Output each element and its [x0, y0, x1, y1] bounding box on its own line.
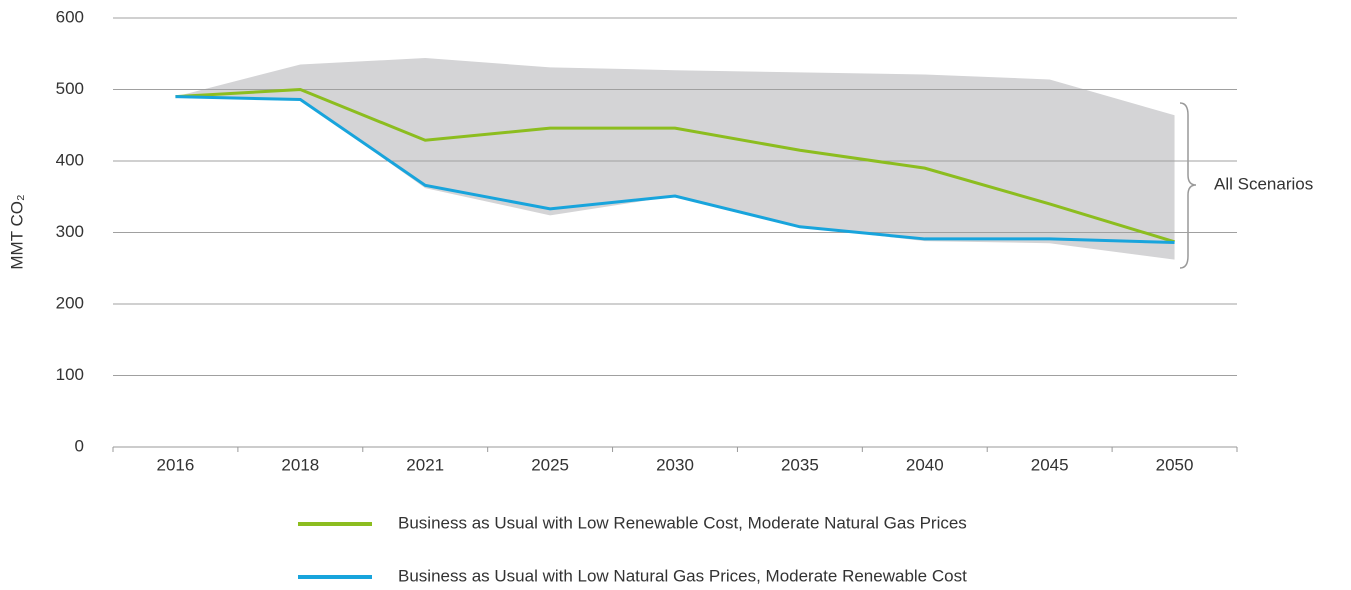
x-tick-label: 2030: [656, 455, 694, 474]
y-tick-label: 100: [56, 365, 84, 384]
x-tick-label: 2021: [406, 455, 444, 474]
y-tick-label: 500: [56, 79, 84, 98]
brace: [1179, 102, 1197, 269]
legend-label: Business as Usual with Low Renewable Cos…: [398, 513, 967, 532]
x-tick-label: 2018: [281, 455, 319, 474]
annotation: All Scenarios: [1214, 174, 1313, 193]
legend-label: Business as Usual with Low Natural Gas P…: [398, 566, 967, 585]
y-axis-label: MMT CO₂: [7, 194, 26, 269]
x-tick-label: 2035: [781, 455, 819, 474]
series-line: [175, 95, 1175, 245]
x-tick-label: 2050: [1156, 455, 1194, 474]
y-tick-label: 400: [56, 150, 84, 169]
x-tick-label: 2025: [531, 455, 569, 474]
scenario-band: [175, 58, 1175, 260]
x-tick-label: 2016: [157, 455, 195, 474]
y-tick-label: 0: [75, 436, 84, 455]
y-tick-label: 600: [56, 7, 84, 26]
x-tick-label: 2040: [906, 455, 944, 474]
x-tick-label: 2045: [1031, 455, 1069, 474]
series-line: [175, 87, 1175, 244]
y-tick-label: 300: [56, 222, 84, 241]
y-tick-label: 200: [56, 293, 84, 312]
